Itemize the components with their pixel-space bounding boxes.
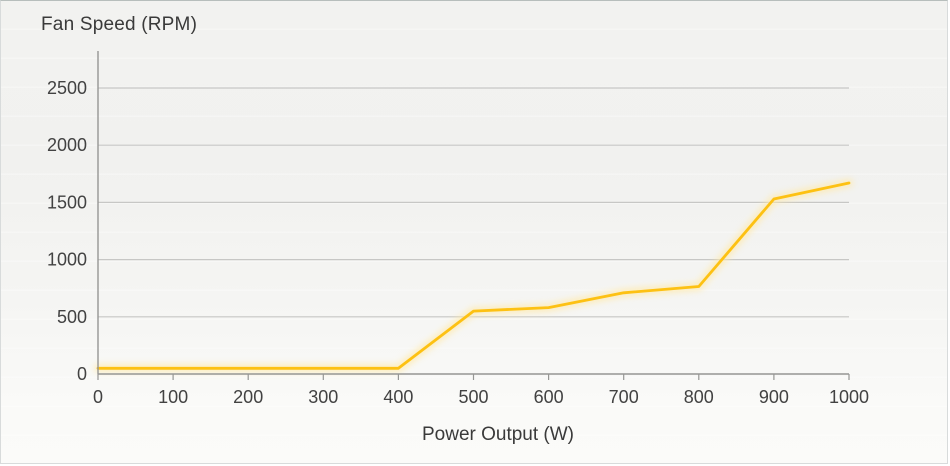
x-tick-label: 1000 bbox=[829, 387, 869, 407]
x-tick-label: 700 bbox=[609, 387, 639, 407]
gridlines-group bbox=[98, 87, 849, 318]
axes-group bbox=[97, 51, 850, 380]
y-tick-label: 0 bbox=[77, 364, 87, 384]
x-tick-label: 600 bbox=[534, 387, 564, 407]
chart-title: Fan Speed (RPM) bbox=[41, 14, 198, 35]
fan-curve-glow bbox=[94, 179, 853, 373]
y-tick-label: 2000 bbox=[47, 135, 87, 155]
x-tick-label: 200 bbox=[233, 387, 263, 407]
fan-curve-line bbox=[96, 181, 851, 370]
x-tick-label: 300 bbox=[308, 387, 338, 407]
y-tick-label: 500 bbox=[57, 307, 87, 327]
y-tick-label: 1000 bbox=[47, 250, 87, 270]
x-axis-title: Power Output (W) bbox=[421, 424, 575, 445]
y-tick-label: 1500 bbox=[47, 192, 87, 212]
x-tick-label: 500 bbox=[458, 387, 488, 407]
x-tick-label: 900 bbox=[759, 387, 789, 407]
x-tick-label: 0 bbox=[93, 387, 103, 407]
tick-labels-group: 0 100 200 300 400 500 600 700 800 900 1000 0 500 1000… bbox=[47, 78, 869, 407]
x-tick-label: 800 bbox=[684, 387, 714, 407]
x-tick-label: 400 bbox=[383, 387, 413, 407]
y-tick-label: 2500 bbox=[47, 78, 87, 98]
x-tick-label: 100 bbox=[158, 387, 188, 407]
series-group bbox=[94, 179, 853, 373]
